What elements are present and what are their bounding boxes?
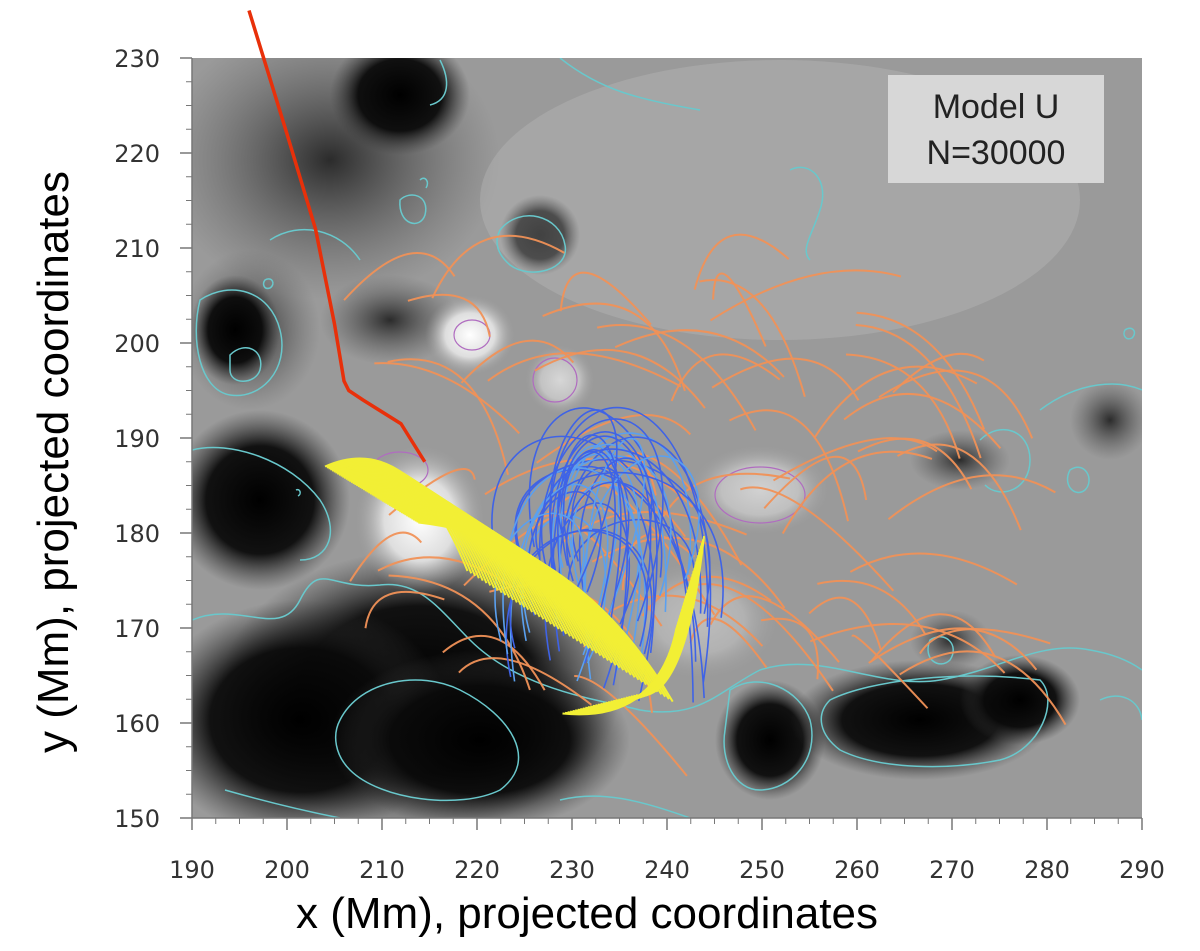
field-line-orange	[460, 339, 575, 384]
field-line-orange	[781, 450, 933, 534]
x-tick-label: 190	[169, 856, 215, 884]
x-ticks: 190 200 210 220 230 240 250 260 270 280 290	[169, 818, 1165, 884]
field-line-orange	[760, 617, 819, 680]
field-line-orange	[869, 613, 997, 663]
y-ticks: 150 160 170 180 190 200 210 220 230	[114, 45, 192, 833]
field-line-orange	[670, 353, 781, 402]
field-line-orange	[892, 352, 985, 394]
field-line-orange	[349, 531, 423, 582]
field-line-orange	[431, 234, 565, 299]
field-line-orange	[843, 392, 1002, 449]
field-line-orange	[855, 323, 982, 459]
field-line-yellow	[635, 536, 706, 697]
y-tick-label: 200	[114, 330, 160, 358]
field-line-orange	[849, 552, 1018, 586]
field-line-blue	[557, 448, 702, 614]
field-line-orange	[887, 474, 1056, 520]
field-line-yellow	[418, 521, 674, 703]
y-tick-label: 170	[114, 615, 160, 643]
y-tick-label: 160	[114, 710, 160, 738]
field-line-orange	[709, 269, 902, 322]
field-line-blue	[535, 471, 724, 618]
field-line-blue	[583, 455, 700, 639]
field-line-orange	[407, 293, 491, 337]
field-line-orange	[711, 357, 860, 401]
field-line-blue	[549, 409, 618, 595]
field-lines	[324, 233, 1067, 777]
annotation-box-background	[888, 75, 1104, 183]
field-line-orange	[856, 311, 986, 430]
field-line-orange	[813, 365, 978, 439]
contour-lines	[192, 58, 1142, 818]
series-layer	[247, 9, 427, 463]
field-line-orange	[693, 233, 790, 290]
annotation-line-1: Model U	[933, 88, 1060, 126]
field-line-orange	[343, 252, 456, 301]
field-line-blue	[560, 435, 652, 589]
axes: 190 200 210 220 230 240 250 260 270 280 290 150 160…	[114, 45, 1165, 884]
field-line-orange	[387, 358, 509, 476]
y-tick-label: 180	[114, 520, 160, 548]
x-tick-label: 280	[1024, 856, 1070, 884]
field-line-orange	[809, 623, 1006, 674]
field-line-orange	[772, 437, 938, 482]
field-line-orange	[542, 302, 686, 392]
field-line-orange	[534, 348, 706, 409]
field-line-blue	[540, 465, 655, 654]
x-tick-label: 290	[1119, 856, 1165, 884]
field-line-orange	[388, 574, 531, 691]
y-tick-label: 230	[114, 45, 160, 73]
field-line-blue	[494, 512, 585, 642]
field-line-orange	[899, 650, 1067, 726]
x-tick-label: 260	[834, 856, 880, 884]
field-line-orange	[851, 634, 929, 709]
field-line-blue	[550, 431, 658, 702]
field-line-orange	[763, 455, 868, 509]
field-line-orange	[857, 437, 973, 490]
x-tick-label: 250	[739, 856, 785, 884]
x-tick-label: 270	[929, 856, 975, 884]
x-tick-label: 210	[359, 856, 405, 884]
y-tick-label: 190	[114, 425, 160, 453]
annotation-line-2: N=30000	[927, 134, 1066, 172]
y-tick-label: 150	[114, 805, 160, 833]
field-line-orange	[614, 329, 785, 378]
field-line-orange	[728, 409, 850, 522]
x-tick-label: 220	[454, 856, 500, 884]
field-line-orange	[559, 271, 652, 326]
field-line-orange	[845, 353, 961, 459]
field-line-orange	[712, 272, 767, 347]
field-line-orange	[699, 279, 806, 398]
x-tick-label: 200	[264, 856, 310, 884]
field-line-orange	[596, 324, 757, 431]
field-line-orange	[442, 634, 546, 691]
x-tick-label: 240	[644, 856, 690, 884]
field-line-blue	[562, 450, 616, 664]
series-line-red	[247, 9, 427, 463]
field-line-orange	[487, 352, 682, 388]
x-tick-label: 230	[549, 856, 595, 884]
annotation-box: Model U N=30000	[888, 75, 1104, 183]
field-line-orange	[896, 443, 1022, 531]
field-line-orange	[374, 362, 520, 434]
y-tick-label: 210	[114, 235, 160, 263]
field-line-orange	[868, 627, 1038, 671]
x-axis-title: x (Mm), projected coordinates	[296, 889, 878, 938]
y-axis-title: y (Mm), projected coordinates	[29, 171, 78, 753]
field-line-orange	[808, 596, 882, 650]
field-line-orange	[364, 591, 445, 629]
y-tick-label: 220	[114, 140, 160, 168]
